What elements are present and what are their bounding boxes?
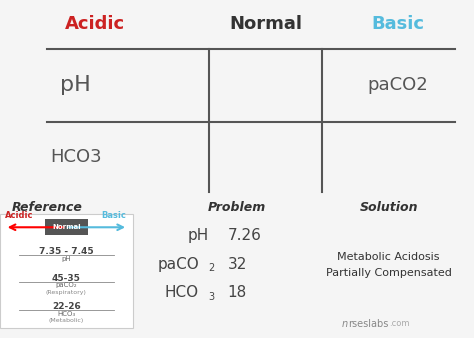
Text: (Metabolic): (Metabolic) xyxy=(49,318,84,323)
Text: Acidic: Acidic xyxy=(5,211,33,220)
Text: Basic: Basic xyxy=(101,211,126,220)
Text: pH: pH xyxy=(187,228,209,243)
FancyBboxPatch shape xyxy=(0,215,133,328)
Text: .com: .com xyxy=(389,319,409,328)
Text: pH: pH xyxy=(61,75,91,95)
Text: pH: pH xyxy=(62,256,71,262)
Text: 7.35 - 7.45: 7.35 - 7.45 xyxy=(39,247,94,256)
Text: Problem: Problem xyxy=(208,201,266,214)
Text: paCO2: paCO2 xyxy=(368,76,428,94)
Text: 3: 3 xyxy=(209,292,215,302)
Text: rseslabs: rseslabs xyxy=(348,319,389,329)
FancyBboxPatch shape xyxy=(45,219,88,235)
Text: (Respiratory): (Respiratory) xyxy=(46,290,87,295)
Text: Reference: Reference xyxy=(12,201,83,214)
Text: Basic: Basic xyxy=(372,15,425,32)
Text: HCO3: HCO3 xyxy=(50,148,101,166)
Text: 7.26: 7.26 xyxy=(228,228,261,243)
Text: 2: 2 xyxy=(209,263,215,273)
Text: Metabolic Acidosis: Metabolic Acidosis xyxy=(337,252,440,262)
Text: 45-35: 45-35 xyxy=(52,274,81,283)
Text: HCO: HCO xyxy=(165,285,199,300)
Text: 22-26: 22-26 xyxy=(52,302,81,311)
Text: 18: 18 xyxy=(228,285,247,300)
Text: HCO₃: HCO₃ xyxy=(57,311,75,317)
Text: Solution: Solution xyxy=(359,201,418,214)
Text: Acidic: Acidic xyxy=(65,15,125,32)
Text: Normal: Normal xyxy=(52,224,81,230)
Text: n: n xyxy=(341,319,347,329)
Text: Normal: Normal xyxy=(229,15,302,32)
Text: paCO₂: paCO₂ xyxy=(55,283,77,288)
Text: Partially Compensated: Partially Compensated xyxy=(326,268,452,278)
Text: 32: 32 xyxy=(228,257,247,272)
Text: paCO: paCO xyxy=(157,257,199,272)
